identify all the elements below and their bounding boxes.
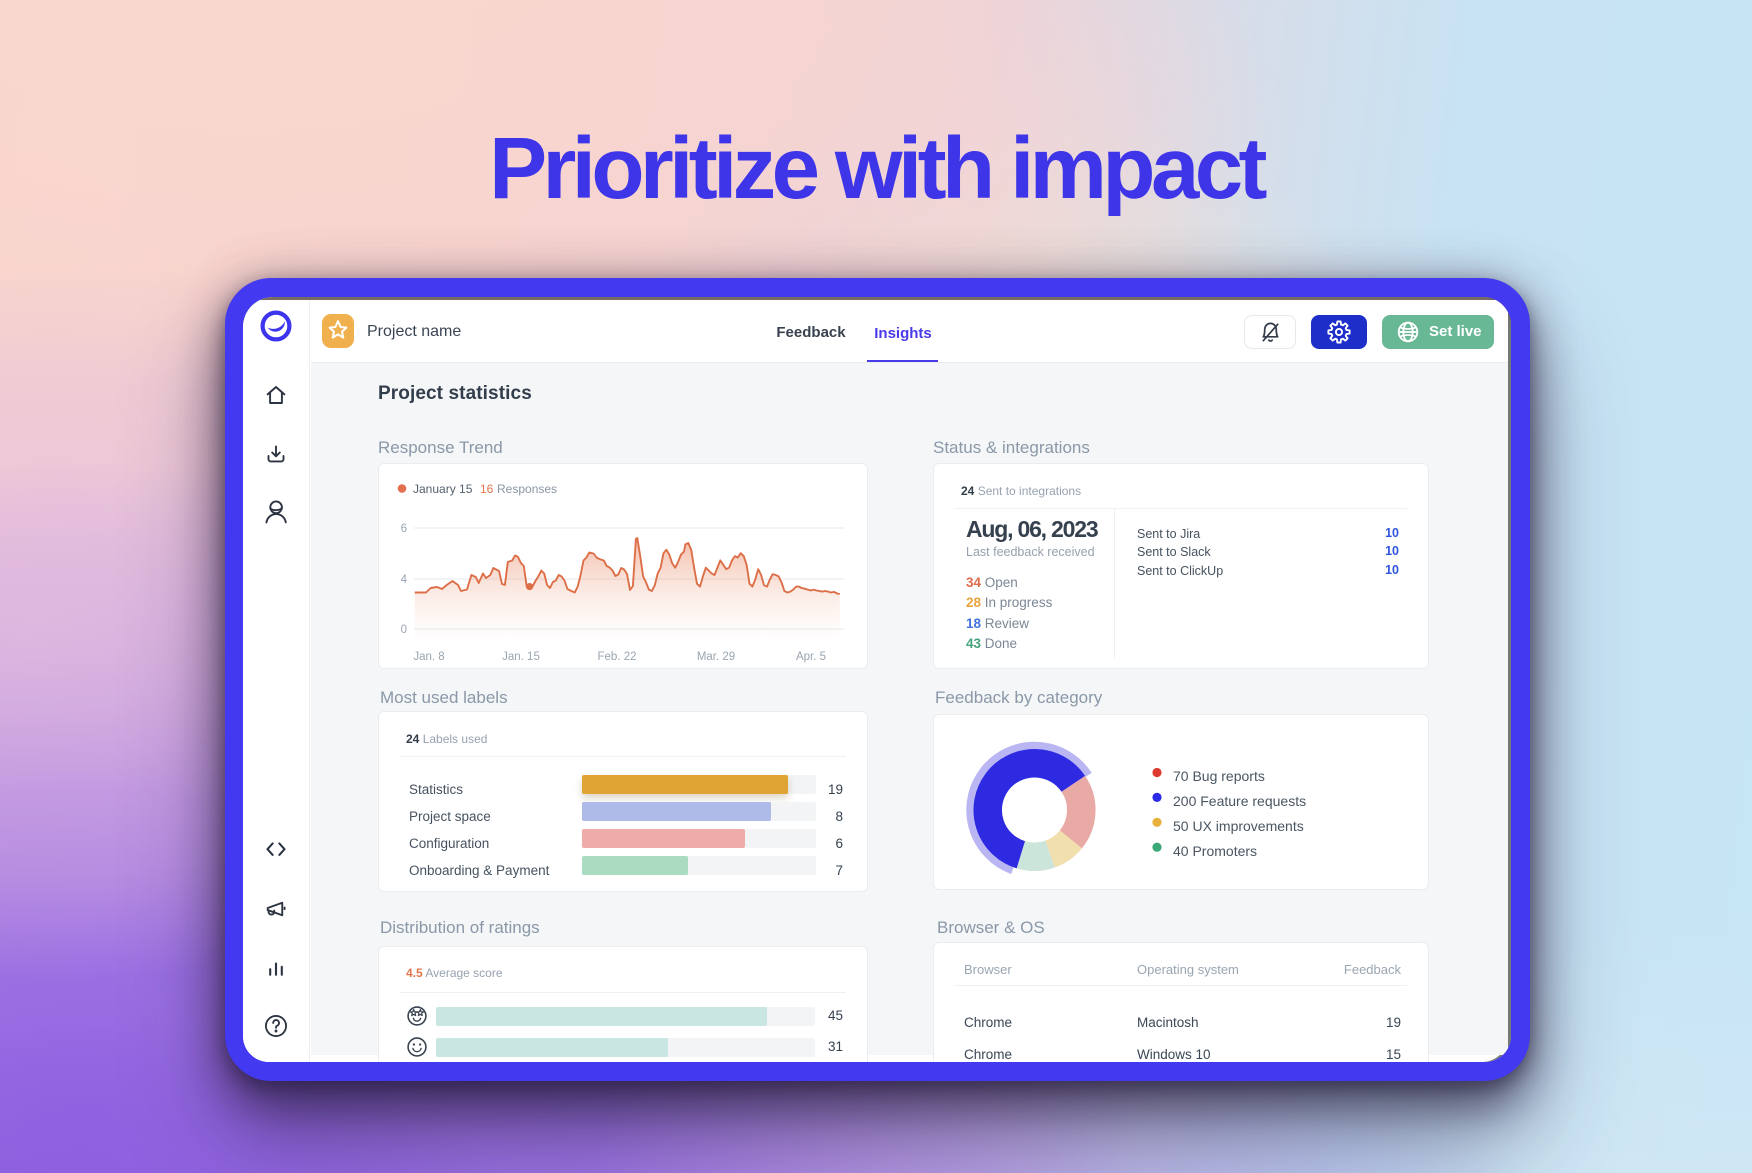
svg-text:16: 16 xyxy=(480,482,494,496)
svg-text:Responses: Responses xyxy=(497,482,557,496)
svg-text:4: 4 xyxy=(401,574,408,586)
svg-text:Jan. 8: Jan. 8 xyxy=(413,651,444,663)
svg-text:Jan. 15: Jan. 15 xyxy=(502,651,540,663)
svg-text:Apr. 5: Apr. 5 xyxy=(796,651,826,663)
svg-text:0: 0 xyxy=(401,624,407,636)
svg-text:January 15: January 15 xyxy=(413,482,473,496)
svg-text:Mar. 29: Mar. 29 xyxy=(697,651,735,663)
svg-text:6: 6 xyxy=(401,523,407,535)
svg-text:Feb. 22: Feb. 22 xyxy=(598,651,637,663)
